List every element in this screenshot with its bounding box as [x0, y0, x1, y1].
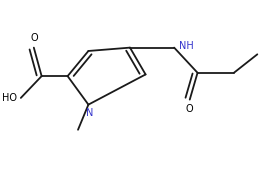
Text: NH: NH — [179, 41, 193, 51]
Text: O: O — [186, 104, 193, 114]
Text: N: N — [86, 108, 93, 118]
Text: HO: HO — [2, 93, 17, 103]
Text: O: O — [30, 33, 38, 43]
